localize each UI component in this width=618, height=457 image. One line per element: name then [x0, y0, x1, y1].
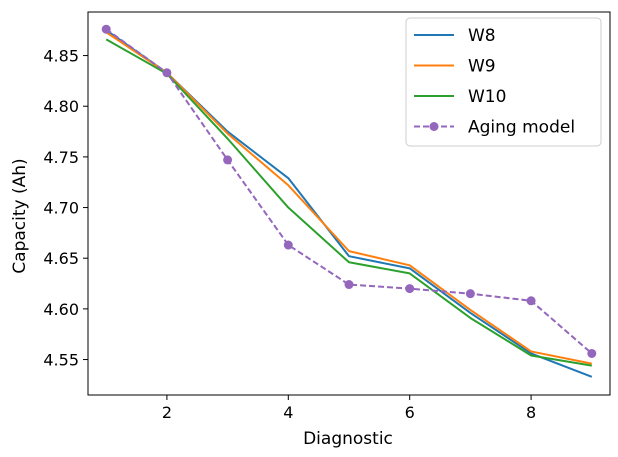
y-tick-label: 4.85	[43, 47, 79, 66]
series-line-w10	[105, 38, 592, 367]
axes	[87, 11, 611, 396]
legend-box	[405, 17, 602, 147]
data-point-aging-model	[223, 155, 233, 165]
x-axis-label: Diagnostic	[303, 429, 393, 449]
ticks: 2 4 6 8 4.55 4.60 4.65 4.70 4.75 4.80 4.85	[43, 47, 536, 422]
y-tick-label: 4.65	[43, 249, 79, 268]
series-layer	[101, 24, 597, 378]
y-tick-label: 4.60	[43, 300, 79, 319]
x-tick-label: 8	[526, 403, 536, 422]
data-point-aging-model	[101, 24, 111, 34]
data-point-aging-model	[405, 284, 415, 294]
y-tick-label: 4.55	[43, 351, 79, 370]
y-tick-label: 4.80	[43, 97, 79, 116]
y-axis-label: Capacity (Ah)	[10, 158, 30, 273]
series-line-aging-model	[105, 28, 593, 355]
y-tick-label: 4.75	[43, 148, 79, 167]
series-line-w9	[105, 31, 592, 365]
legend-marker	[429, 122, 439, 131]
data-point-aging-model	[344, 280, 354, 290]
data-point-aging-model	[587, 348, 597, 358]
x-tick-label: 4	[283, 403, 293, 422]
data-point-aging-model	[162, 68, 172, 78]
y-tick-label: 4.70	[43, 199, 79, 218]
legend-label: W10	[468, 87, 506, 107]
legend-label: W9	[468, 57, 496, 77]
data-point-aging-model	[283, 240, 293, 250]
legend-label: Aging model	[468, 118, 575, 138]
axes-frame	[87, 11, 611, 396]
data-point-aging-model	[465, 289, 475, 299]
legend-label: W8	[468, 26, 496, 46]
x-tick-label: 6	[405, 403, 415, 422]
x-tick-label: 2	[162, 403, 172, 422]
legend: W8 W9 W10 Aging model	[405, 17, 602, 147]
data-point-aging-model	[526, 296, 536, 306]
